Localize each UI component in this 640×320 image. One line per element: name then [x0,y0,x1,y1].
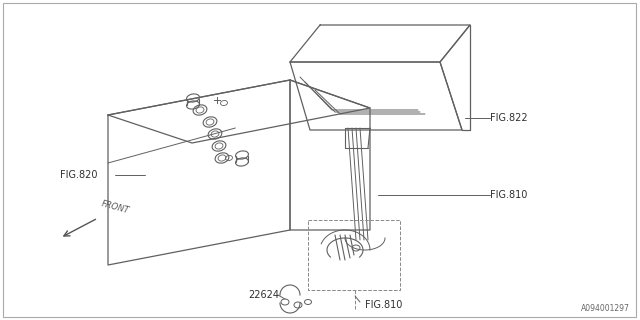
Text: A094001297: A094001297 [581,304,630,313]
Text: FIG.822: FIG.822 [490,113,527,123]
Text: 22624: 22624 [248,290,279,300]
Text: FIG.810: FIG.810 [490,190,527,200]
Text: FRONT: FRONT [100,199,130,215]
Text: FIG.820: FIG.820 [60,170,97,180]
Text: FIG.810: FIG.810 [365,300,403,310]
